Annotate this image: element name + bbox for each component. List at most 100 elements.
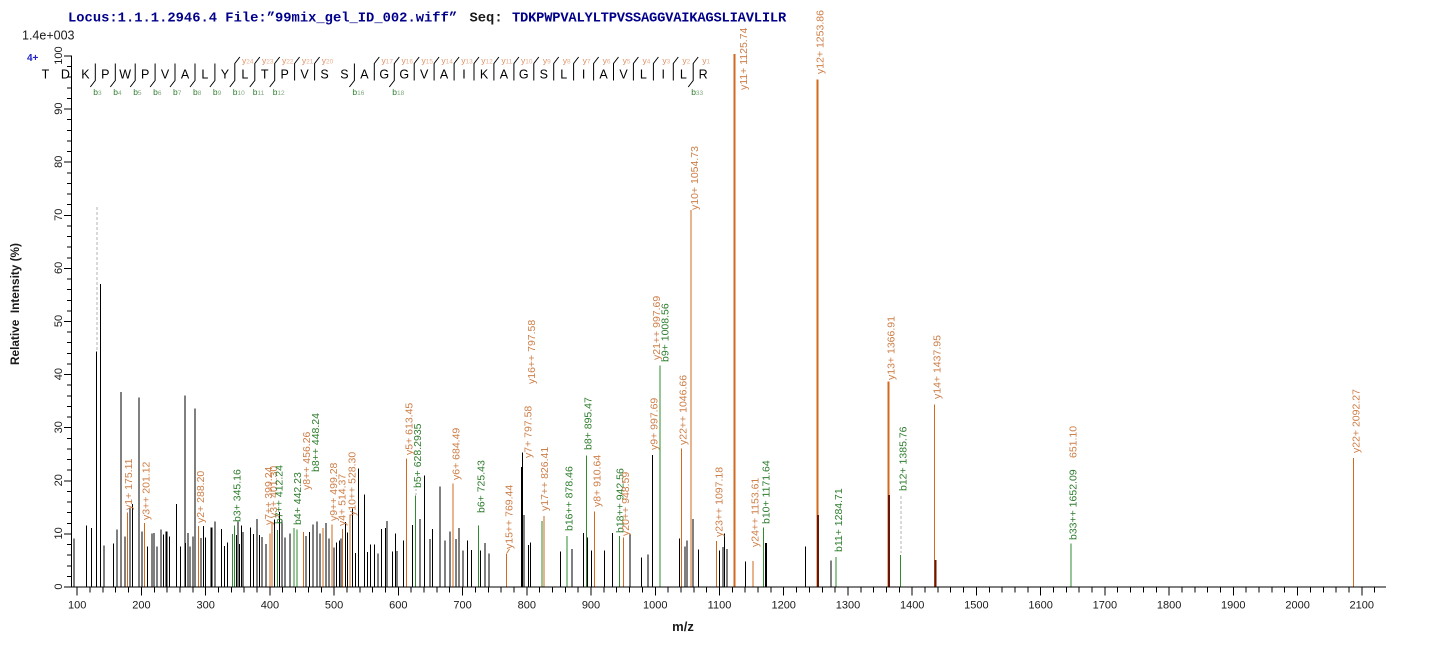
svg-text:b3: b3 [93,87,102,97]
svg-text:50: 50 [53,315,65,327]
svg-text:I: I [662,68,665,82]
svg-text:y16: y16 [401,56,413,66]
svg-text:P: P [141,68,149,82]
svg-text:G: G [519,68,529,82]
svg-text:y10+ 1054.73: y10+ 1054.73 [689,146,701,210]
svg-text:y17++ 826.41: y17++ 826.41 [539,447,551,511]
svg-text:Y: Y [221,68,230,82]
svg-text:y8++ 456.26: y8++ 456.26 [301,431,313,490]
svg-text:T: T [261,68,269,82]
svg-text:y22: y22 [282,56,294,66]
svg-text:y7+ 797.58: y7+ 797.58 [522,406,534,458]
svg-text:L: L [560,68,567,82]
svg-text:y13: y13 [461,56,473,66]
svg-text:1900: 1900 [1221,600,1245,612]
svg-text:b33: b33 [691,87,703,97]
svg-text:300: 300 [197,600,215,612]
svg-text:b9+ 1008.56: b9+ 1008.56 [660,303,672,362]
svg-text:90: 90 [53,102,65,114]
svg-text:R: R [699,68,708,82]
svg-text:y2: y2 [682,56,690,66]
svg-text:30: 30 [53,421,65,433]
svg-text:L: L [241,68,248,82]
svg-text:b12: b12 [273,87,285,97]
svg-text:y10: y10 [521,56,533,66]
svg-text:y3: y3 [662,56,670,66]
svg-text:b5+ 628.2935: b5+ 628.2935 [412,423,424,488]
svg-text:y6+ 684.49: y6+ 684.49 [450,428,462,480]
svg-text:1700: 1700 [1093,600,1117,612]
svg-text:100: 100 [53,46,65,64]
svg-text:y23: y23 [262,56,274,66]
svg-text:y21: y21 [302,56,314,66]
svg-text:y24++ 1153.61: y24++ 1153.61 [749,478,761,547]
svg-text:A: A [440,68,449,82]
svg-text:A: A [360,68,369,82]
svg-text:y4: y4 [642,56,650,66]
svg-text:y13+ 1366.91: y13+ 1366.91 [886,316,898,380]
svg-text:y5: y5 [623,56,631,66]
svg-text:b7++ 412.24: b7++ 412.24 [273,465,285,524]
svg-text:y11: y11 [501,56,512,66]
svg-text:40: 40 [53,368,65,380]
svg-text:0: 0 [53,583,65,589]
svg-text:L: L [680,68,687,82]
svg-text:y15++ 769.44: y15++ 769.44 [504,485,516,549]
svg-text:b6+ 725.43: b6+ 725.43 [476,460,488,513]
svg-text:S: S [340,68,348,82]
svg-text:y1: y1 [702,56,710,66]
svg-text:V: V [619,68,628,82]
svg-text:y7: y7 [583,56,591,66]
svg-text:y10++ 528.30: y10++ 528.30 [346,452,358,516]
svg-text:y23++ 1097.18: y23++ 1097.18 [713,467,725,537]
svg-text:I: I [582,68,585,82]
svg-text:b11: b11 [253,87,265,97]
svg-text:1400: 1400 [900,600,924,612]
svg-text:y15: y15 [421,56,433,66]
svg-text:1000: 1000 [643,600,667,612]
svg-text:2100: 2100 [1350,600,1374,612]
svg-text:m/z: m/z [672,619,694,634]
svg-text:651.10: 651.10 [1068,426,1080,458]
svg-text:1.4e+003: 1.4e+003 [22,29,75,43]
svg-text:b12+ 1385.76: b12+ 1385.76 [897,426,909,491]
svg-text:y14+ 1437.95: y14+ 1437.95 [932,335,944,399]
svg-text:y20: y20 [322,56,334,66]
svg-text:b8++ 448.24: b8++ 448.24 [310,413,322,472]
svg-text:b18: b18 [392,87,404,97]
svg-text:L: L [201,68,208,82]
svg-text:A: A [599,68,608,82]
svg-text:b4+ 442.23: b4+ 442.23 [292,472,304,525]
svg-text:b4: b4 [113,87,122,97]
svg-text:y8: y8 [563,56,571,66]
svg-text:Seq:: Seq: [470,12,503,27]
svg-text:V: V [420,68,429,82]
svg-text:W: W [119,68,131,82]
svg-text:y21++ 997.69: y21++ 997.69 [651,296,663,360]
svg-text:A: A [500,68,509,82]
svg-text:y22++ 1046.66: y22++ 1046.66 [677,375,689,445]
svg-text:20: 20 [53,474,65,486]
svg-text:y3+ 401.30: y3+ 401.30 [268,466,280,518]
svg-text:y5+ 613.45: y5+ 613.45 [404,403,416,455]
svg-text:y14: y14 [441,56,453,66]
svg-text:Locus:1.1.1.2946.4 File:”99mix: Locus:1.1.1.2946.4 File:”99mix_gel_ID_00… [68,11,457,27]
svg-text:P: P [281,68,289,82]
svg-text:D: D [61,68,70,82]
svg-text:y22+ 2092.27: y22+ 2092.27 [1351,389,1363,453]
svg-text:b8: b8 [193,87,202,97]
svg-text:y9: y9 [543,56,551,66]
svg-text:K: K [81,68,90,82]
svg-text:500: 500 [325,600,343,612]
svg-text:y6: y6 [603,56,611,66]
svg-text:b11+ 1284.71: b11+ 1284.71 [833,488,845,552]
svg-text:y9++ 499.28: y9++ 499.28 [328,462,340,521]
svg-text:b7: b7 [173,87,182,97]
svg-text:y9+ 997.69: y9+ 997.69 [648,398,660,450]
svg-text:Relative Intensity (%): Relative Intensity (%) [8,243,22,365]
svg-text:b9: b9 [213,87,222,97]
svg-text:700: 700 [453,600,471,612]
svg-text:y20++ 948.59: y20++ 948.59 [620,472,632,536]
svg-text:y12: y12 [481,56,493,66]
svg-text:L: L [640,68,647,82]
